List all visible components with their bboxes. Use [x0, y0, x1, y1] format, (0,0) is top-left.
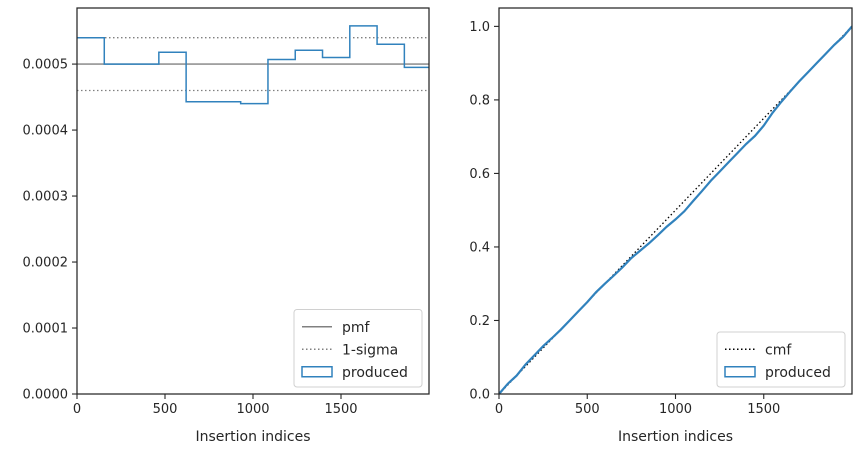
pmf-panel: 0 500 1000 1500 0.0000 0.0001 0.0002 0.0003 0.00… [23, 7, 430, 445]
legend-label: produced [765, 365, 831, 381]
legend-swatch [301, 366, 333, 378]
y-tick-label: 0.0002 [23, 256, 69, 271]
y-tick-label: 0.2 [469, 314, 490, 329]
x-axis-label: Insertion indices [195, 429, 310, 445]
x-tick-label: 1000 [659, 402, 692, 417]
y-tick-label: 0.0001 [23, 322, 69, 337]
cmf-panel: 0 500 1000 1500 0.0 0.2 0.4 0.6 0.8 1.0 Insertion … [469, 7, 853, 445]
produced-histogram [77, 25, 429, 105]
legend-label: 1-sigma [342, 342, 398, 358]
x-tick-label: 0 [73, 402, 81, 417]
y-tick-label: 0.0004 [23, 124, 69, 139]
x-tick-label: 1000 [236, 402, 269, 417]
y-tick-label: 0.4 [469, 240, 490, 255]
legend-box [716, 331, 846, 388]
x-tick-label: 500 [575, 402, 600, 417]
y-tick-label: 0.0000 [23, 388, 69, 403]
legend-label: produced [342, 365, 408, 381]
y-tick-label: 0.0003 [23, 190, 69, 205]
y-tick-label: 0.8 [469, 93, 490, 108]
legend-swatch [724, 366, 756, 378]
produced-line [499, 25, 852, 394]
y-tick-label: 0.6 [469, 167, 490, 182]
y-tick-label: 1.0 [469, 20, 490, 35]
plot-area [77, 25, 429, 105]
legend-box [293, 309, 423, 388]
x-tick-label: 500 [153, 402, 178, 417]
legend: pmf 1-sigma produced [293, 309, 423, 388]
x-tick-label: 1500 [324, 402, 357, 417]
x-axis-label: Insertion indices [618, 429, 733, 445]
legend-label: pmf [342, 320, 371, 336]
plot-area [499, 25, 852, 394]
legend-label: cmf [765, 342, 792, 358]
x-tick-label: 0 [495, 402, 503, 417]
x-tick-label: 1500 [747, 402, 780, 417]
y-tick-label: 0.0 [469, 388, 490, 403]
legend: cmf produced [716, 331, 846, 388]
y-tick-label: 0.0005 [23, 58, 69, 73]
